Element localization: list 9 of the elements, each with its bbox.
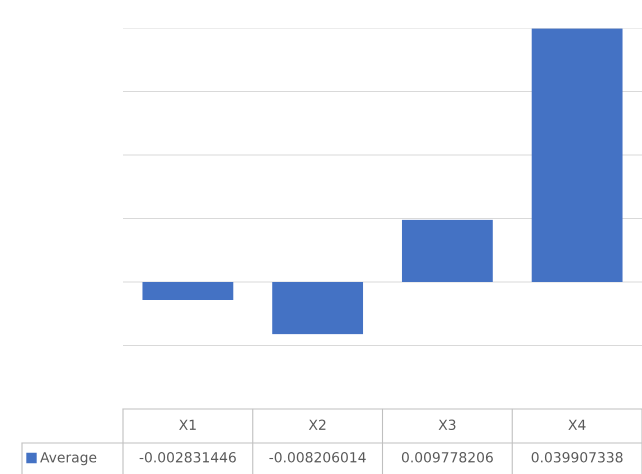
data-label: 0.009778206 bbox=[402, 452, 493, 463]
data-label: -0.008206014 bbox=[269, 452, 366, 463]
x-tick-label: X1 bbox=[179, 420, 196, 430]
x-tick-label: X3 bbox=[438, 420, 456, 430]
legend-label: Average bbox=[40, 452, 96, 466]
data-label: -0.002831446 bbox=[140, 452, 236, 463]
x-tick-label: X2 bbox=[308, 420, 326, 430]
x-tick-label: X4 bbox=[568, 420, 586, 430]
data-label: 0.039907338 bbox=[532, 452, 623, 463]
